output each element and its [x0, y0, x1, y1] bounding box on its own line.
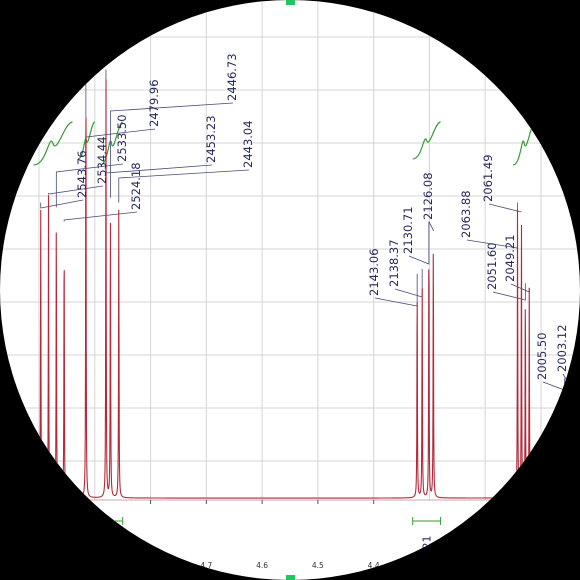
x-tick-label: 4.4	[368, 561, 380, 570]
peak-label: 2143.06	[367, 248, 381, 296]
peak-label: 2049.21	[503, 234, 517, 282]
x-tick-label: 4.5	[312, 561, 324, 570]
x-tick-label: 4.6	[256, 561, 268, 570]
peak-leader	[55, 163, 124, 208]
peak-leader	[428, 221, 434, 231]
x-tick-label: 4.7	[200, 561, 212, 570]
peak-label: 2003.12	[555, 324, 569, 372]
peak-label: 2543.76	[75, 150, 89, 198]
peak-label: 2533.50	[115, 114, 129, 162]
peak-leader	[40, 199, 84, 209]
peak-label: 2446.73	[225, 53, 239, 101]
peak-leader	[488, 203, 522, 213]
zoom-handle-bottom[interactable]	[286, 575, 295, 580]
peak-label: 2524.18	[129, 162, 143, 210]
peak-label: 2061.49	[481, 154, 495, 202]
peak-leader	[408, 221, 430, 265]
peak-leader	[48, 185, 104, 195]
peak-label: 2051.60	[485, 242, 499, 290]
peak-label: 2005.50	[535, 332, 549, 380]
peak-label: 2443.04	[241, 120, 255, 168]
spectrum-trace	[0, 79, 580, 499]
spectrum-line	[0, 79, 580, 499]
zoom-handle-top[interactable]	[286, 0, 295, 5]
peak-label: 2063.88	[459, 190, 473, 238]
peak-label: 2453.23	[204, 115, 218, 163]
peak-leader	[63, 211, 138, 222]
peak-label: 2534.44	[95, 136, 109, 184]
peak-leader	[110, 102, 234, 198]
peak-leader	[118, 169, 250, 203]
peak-label: 2479.96	[147, 79, 161, 127]
peak-label: 2130.71	[401, 206, 415, 254]
peak-label: 2126.08	[421, 172, 435, 220]
peak-leader	[492, 283, 526, 301]
peak-label: 2138.37	[387, 239, 401, 287]
integral-curve	[412, 121, 441, 160]
integral-curve	[33, 121, 73, 166]
